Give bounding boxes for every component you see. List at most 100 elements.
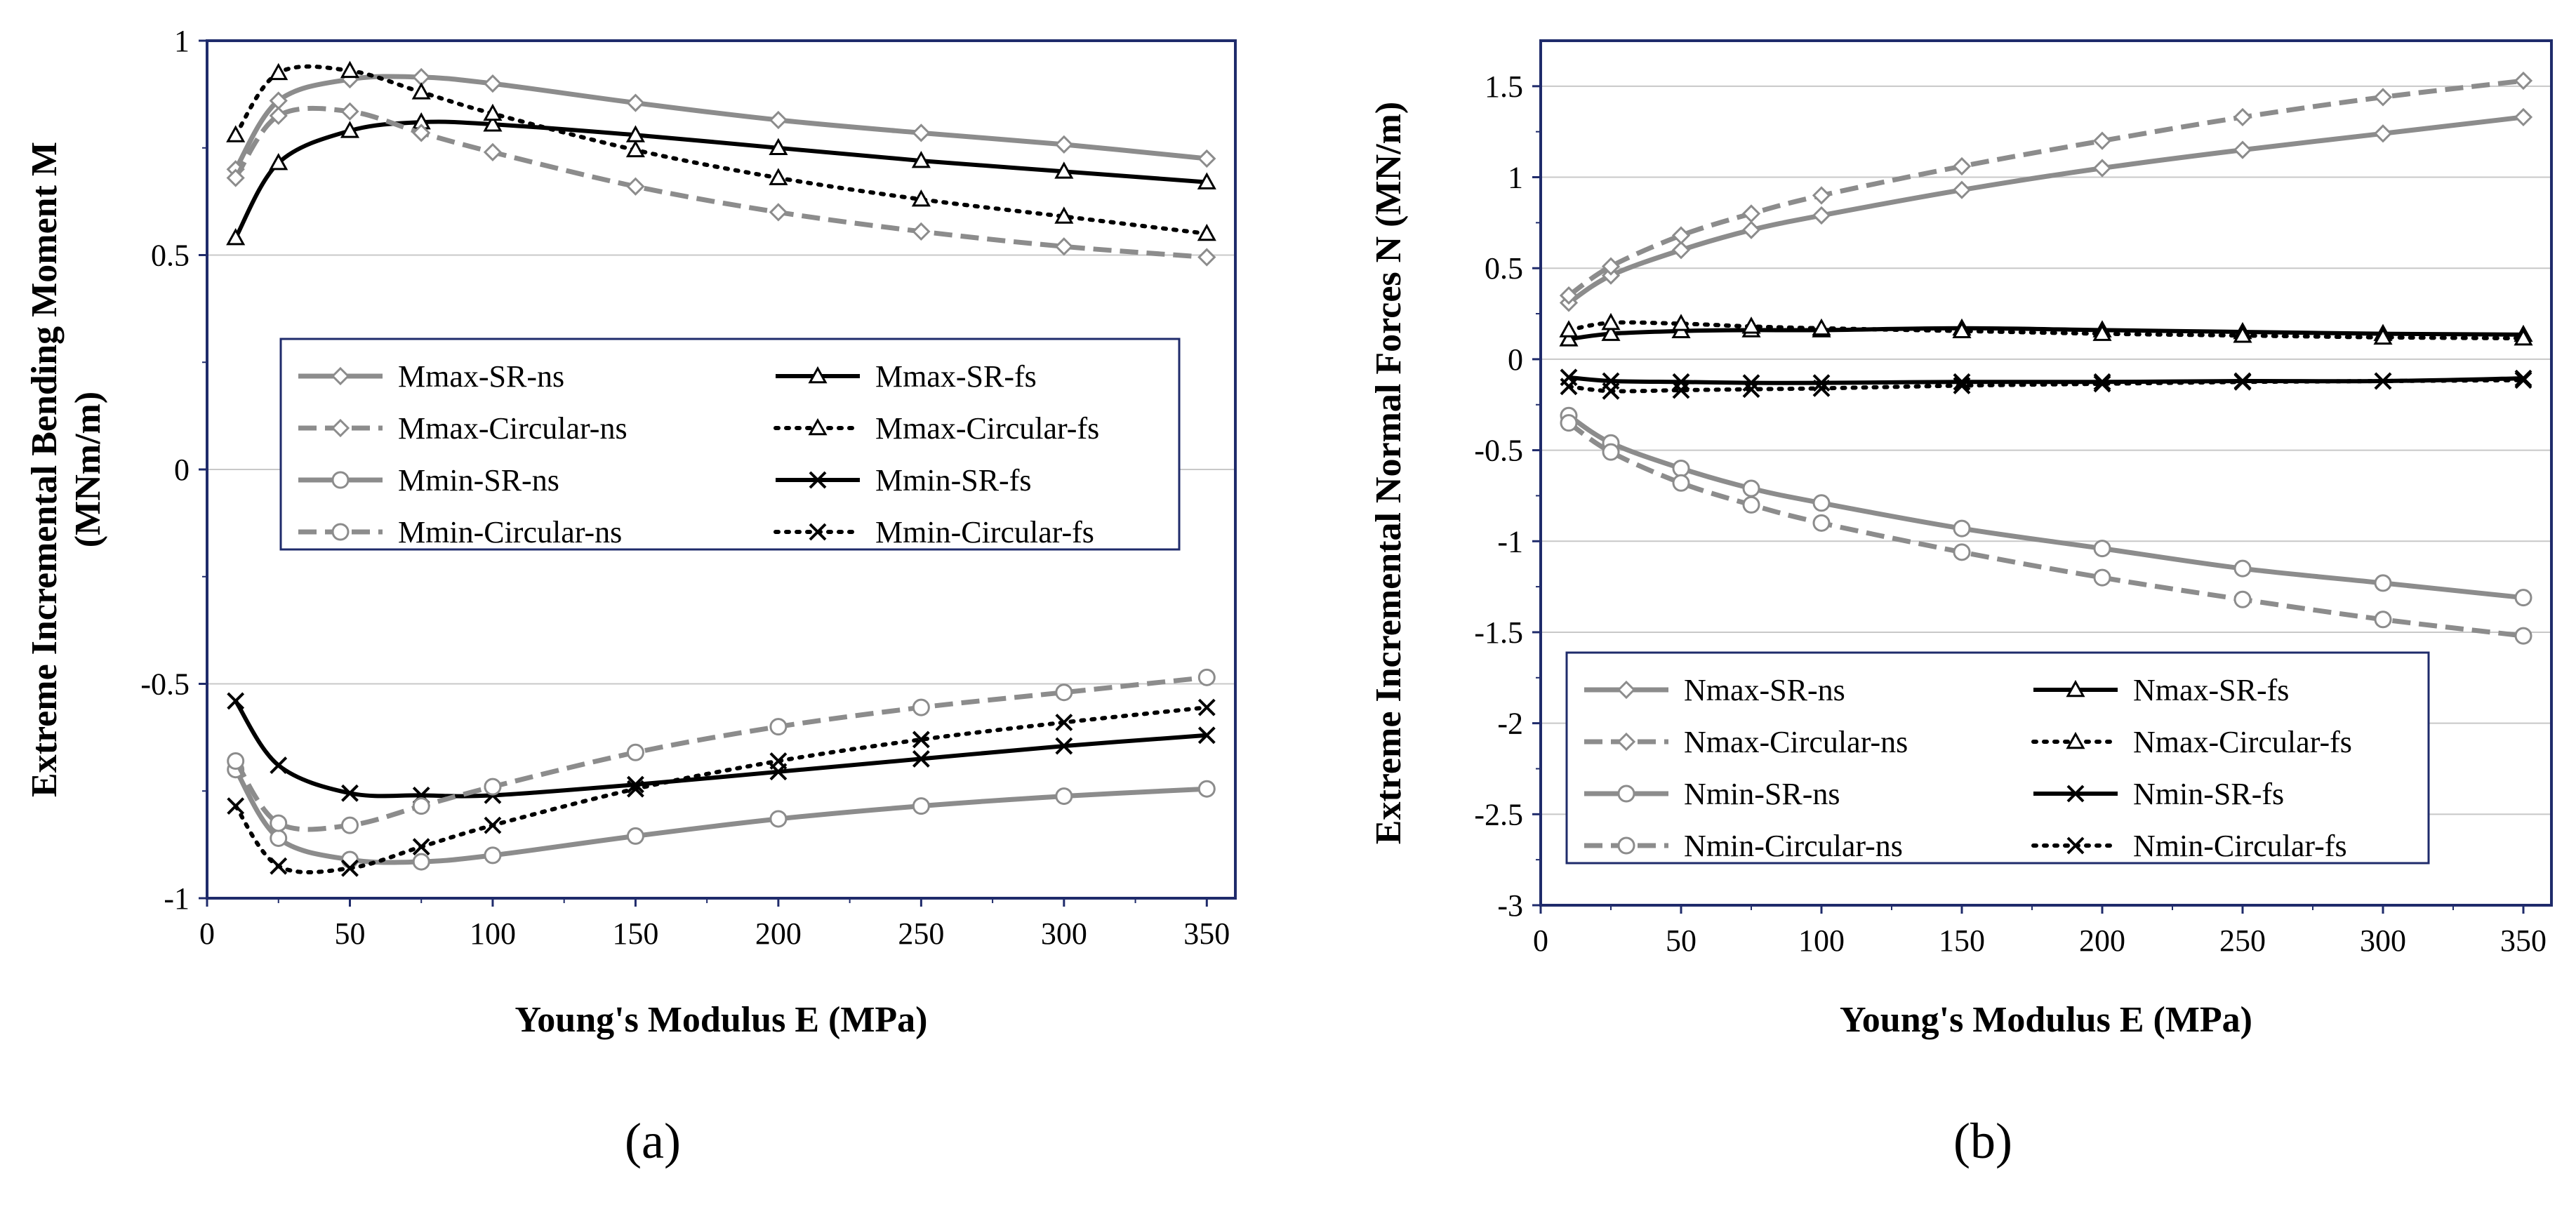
chart-a-point-mmin-sr-fs-2 [341, 784, 359, 802]
chart-b-y-tick-label-3: -1.5 [1474, 615, 1523, 650]
chart-a-legend-label-mmax-circular-ns: Mmax-Circular-ns [398, 411, 628, 446]
chart-a-point-mmax-circular-fs-9 [1197, 223, 1216, 241]
chart-b-point-nmax-circular-ns-1 [1601, 257, 1621, 276]
chart-a-legend-label-mmin-sr-ns: Mmin-SR-ns [398, 463, 559, 498]
chart-a-legend-item-mmin-circular-ns: Mmin-Circular-ns [298, 515, 622, 549]
chart-a-point-mmax-circular-ns-4 [483, 142, 503, 161]
chart-a-legend-item-mmax-sr-ns: Mmax-SR-ns [298, 359, 564, 394]
chart-a-point-mmax-sr-fs-7 [911, 150, 931, 168]
chart-a-x-axis: 0 50 100 150 200 250 300 350 [199, 898, 1230, 951]
chart-a-legend-marker-mmax-circular-fs [808, 418, 828, 436]
chart-a-legend-marker-mmin-circular-ns [331, 523, 350, 541]
chart-a-point-mmin-sr-fs-5 [627, 775, 644, 794]
chart-a-point-mmin-sr-fs-0 [227, 692, 245, 710]
chart-b-point-nmax-circular-fs-4 [1812, 318, 1831, 336]
chart-b-point-nmin-sr-fs-2 [1672, 373, 1690, 391]
chart-a-series-mmin-circular-fs [227, 698, 1216, 877]
chart-b-y-axis: -3 -2.5 -2 -1.5 -1 -0.5 0 0.5 1 1.5 [1474, 69, 1541, 923]
chart-a-point-mmin-sr-ns-4 [484, 846, 502, 865]
chart-a-point-mmax-circular-fs-1 [269, 62, 288, 81]
chart-a-series-line-mmin-sr-ns [233, 768, 1207, 865]
chart-b-point-nmax-circular-fs-3 [1741, 316, 1761, 334]
chart-b-point-nmax-sr-ns-8 [2373, 124, 2393, 143]
chart-a-y-tick-label-1: -0.5 [140, 667, 190, 702]
chart-b-point-nmax-circular-fs-5 [1952, 321, 1972, 338]
chart-b-x-tick-label-0: 0 [1533, 923, 1548, 958]
chart-b-legend-item-nmax-circular-ns: Nmax-Circular-ns [1584, 725, 1908, 759]
chart-b-y-tick-label-0: -3 [1497, 888, 1523, 923]
chart-b-point-nmin-circular-fs-2 [1672, 381, 1690, 399]
chart-a-legend-marker-mmax-sr-ns [331, 366, 350, 386]
chart-b-point-nmin-sr-ns-6 [2093, 540, 2111, 558]
chart-a-y-axis-title: Extreme Incremental Bending Moment M [25, 142, 65, 797]
chart-b-y-tick-label-1: -2.5 [1474, 797, 1523, 832]
chart-a-point-mmax-sr-fs-2 [340, 121, 360, 138]
chart-b-point-nmax-circular-fs-8 [2373, 327, 2393, 345]
chart-a-y-tick-label-3: 0.5 [151, 239, 190, 273]
chart-a-point-mmax-sr-fs-8 [1054, 161, 1074, 179]
chart-b-x-tick-label-6: 300 [2360, 923, 2406, 958]
chart-a-y-axis-title-units: (MNm/m) [68, 392, 108, 547]
chart-b-x-tick-label-4: 200 [2079, 923, 2125, 958]
chart-b-series-nmax-circular-fs [1559, 312, 2533, 346]
chart-b-x-tick-label-5: 250 [2219, 923, 2266, 958]
chart-a-point-mmax-circular-ns-7 [912, 222, 931, 241]
chart-a-point-mmin-sr-ns-7 [912, 797, 930, 815]
chart-b-point-nmin-sr-ns-5 [1953, 519, 1971, 538]
chart-b-series-line-nmin-sr-ns [1567, 413, 2524, 601]
chart-a-legend-marker-mmin-circular-fs [809, 523, 827, 541]
chart-b-legend-marker-nmax-sr-fs [2066, 679, 2085, 698]
chart-a-point-mmax-circular-fs-8 [1054, 206, 1074, 224]
chart-b-legend-label-nmin-sr-fs: Nmin-SR-fs [2133, 777, 2284, 811]
chart-b-point-nmin-circular-fs-8 [2374, 372, 2392, 390]
chart-b-point-nmin-circular-ns-4 [1812, 514, 1831, 532]
chart-a-point-mmin-circular-ns-6 [769, 718, 788, 736]
chart-b-series-nmax-circular-ns [1559, 71, 2533, 305]
chart-a-point-mmax-circular-ns-3 [412, 124, 431, 142]
chart-b-legend-marker-nmin-sr-fs [2066, 785, 2085, 803]
chart-a-series-mmax-circular-fs [226, 60, 1216, 241]
chart-b-legend-item-nmax-sr-fs: Nmax-SR-fs [2033, 673, 2289, 707]
chart-b-point-nmin-circular-fs-5 [1953, 377, 1971, 394]
chart-b-legend: Nmax-SR-ns Nmax-SR-fs Nmax-Circular-ns Nmax… [1565, 651, 2430, 865]
chart-b-point-nmin-circular-fs-0 [1560, 378, 1578, 396]
chart-b-legend-marker-nmax-circular-ns [1616, 732, 1636, 752]
chart-a-point-mmin-sr-ns-9 [1197, 780, 1216, 798]
chart-b-point-nmax-circular-fs-7 [2233, 326, 2252, 343]
chart-a-point-mmin-circular-ns-1 [270, 814, 288, 832]
chart-a-point-mmin-sr-ns-6 [769, 810, 788, 828]
chart-b-legend-marker-nmax-sr-ns [1616, 680, 1636, 700]
chart-a-point-mmin-circular-fs-0 [227, 797, 245, 815]
chart-a-series-mmax-circular-ns [226, 102, 1216, 267]
chart-b-point-nmin-circular-ns-5 [1953, 543, 1971, 561]
chart-a-point-mmin-circular-fs-9 [1197, 698, 1216, 716]
chart-a-point-mmax-circular-fs-7 [911, 189, 931, 207]
chart-b-point-nmax-sr-fs-0 [1559, 329, 1579, 347]
chart-b-point-nmax-circular-ns-3 [1741, 204, 1761, 223]
chart-b-legend-item-nmin-circular-ns: Nmin-Circular-ns [1584, 829, 1903, 863]
chart-a-x-tick-label-3: 150 [612, 916, 658, 951]
chart-b-y-tick-label-4: -1 [1497, 524, 1523, 559]
chart-a-x-tick-label-2: 100 [470, 916, 516, 951]
chart-b-y-tick-label-5: -0.5 [1474, 434, 1523, 468]
chart-b-point-nmin-circular-ns-7 [2233, 590, 2252, 608]
chart-a-point-mmax-sr-fs-4 [483, 114, 503, 132]
chart-b-point-nmin-circular-fs-3 [1742, 380, 1760, 399]
chart-b-point-nmax-sr-ns-6 [2092, 159, 2112, 178]
chart-a-point-mmax-sr-fs-1 [269, 153, 288, 171]
chart-b-point-nmax-sr-ns-3 [1741, 220, 1761, 239]
chart-b-point-nmax-sr-ns-7 [2233, 140, 2252, 159]
chart-a-point-mmin-circular-fs-6 [769, 752, 788, 770]
chart-a-legend-marker-mmin-sr-fs [809, 471, 827, 489]
chart-a-point-mmin-sr-fs-9 [1197, 726, 1216, 745]
chart-a-point-mmin-sr-fs-7 [912, 750, 930, 768]
chart-a-legend-label-mmin-sr-fs: Mmin-SR-fs [875, 463, 1031, 498]
chart-b-point-nmax-circular-ns-5 [1952, 156, 1972, 176]
chart-a-series-mmax-sr-fs [226, 112, 1216, 246]
chart-a-point-mmax-sr-ns-9 [1197, 149, 1216, 168]
chart-b-point-nmin-sr-ns-4 [1812, 494, 1831, 512]
chart-a-point-mmin-circular-ns-3 [412, 797, 430, 815]
chart-a-legend-marker-mmax-sr-fs [808, 366, 828, 384]
chart-panel-b: -3 -2.5 -2 -1.5 -1 -0.5 0 0.5 1 1.5 0 50 100 150 200 25… [1369, 39, 2553, 1040]
